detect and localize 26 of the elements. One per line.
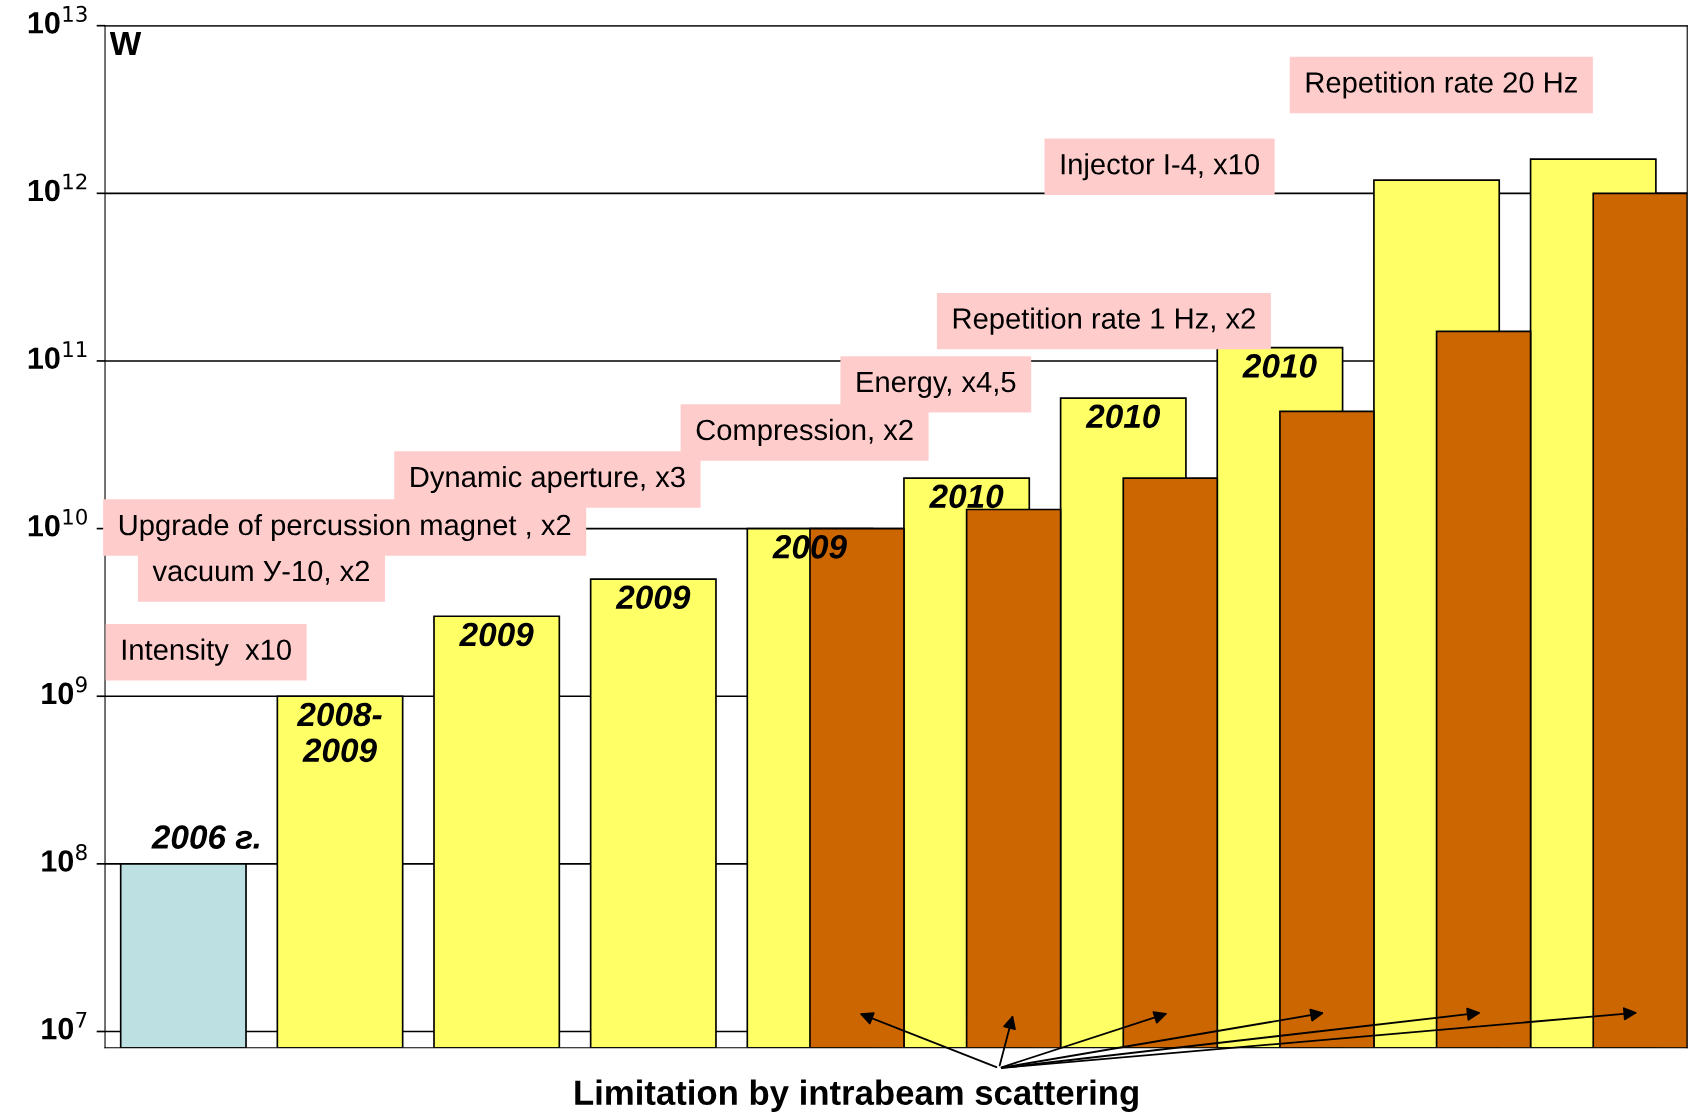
annotation: 2010 [1085,404,1161,429]
annotation: Compression, x2 [696,418,913,447]
annotation: Energy, x4,5 [857,371,1016,399]
y-tick-label: 10$^{11}$ [28,341,87,369]
annotation: Injector I-4, x10 [1061,153,1259,181]
y-tick-label: 10$^{7}$ [42,1011,87,1040]
annotation: Intensity x10 [122,638,291,666]
annotation: 2009 [459,622,534,647]
annotation: Upgrade of percussion magnet , x2 [119,513,571,542]
annotation: 2010 [929,484,1004,509]
y-axis-title: W [109,32,142,55]
annotation: Dynamic aperture, x3 [411,465,685,494]
annotation: vacuum У-10, x2 [152,560,369,585]
y-tick-label: 10$^{8}$ [42,843,87,872]
annotation: Repetition rate 1 Hz, x2 [953,307,1255,335]
y-tick-label: 10$^{12}$ [28,173,87,202]
text: Limitation by intrabeam scattering [575,1079,1138,1113]
y-tick-label: 10$^{10}$ [28,508,87,537]
annotation: 2010 [1242,354,1317,378]
annotation: 2006 г. [151,825,260,849]
annotation: 2008- 2009 [296,702,382,763]
annotation: 2009 [772,535,847,559]
annotation: 2009 [615,585,691,610]
y-tick-label: 10$^{9}$ [42,676,87,705]
annotation: Repetition rate 20 Hz [1306,71,1577,99]
y-tick-label: 10$^{13}$ [28,5,87,34]
